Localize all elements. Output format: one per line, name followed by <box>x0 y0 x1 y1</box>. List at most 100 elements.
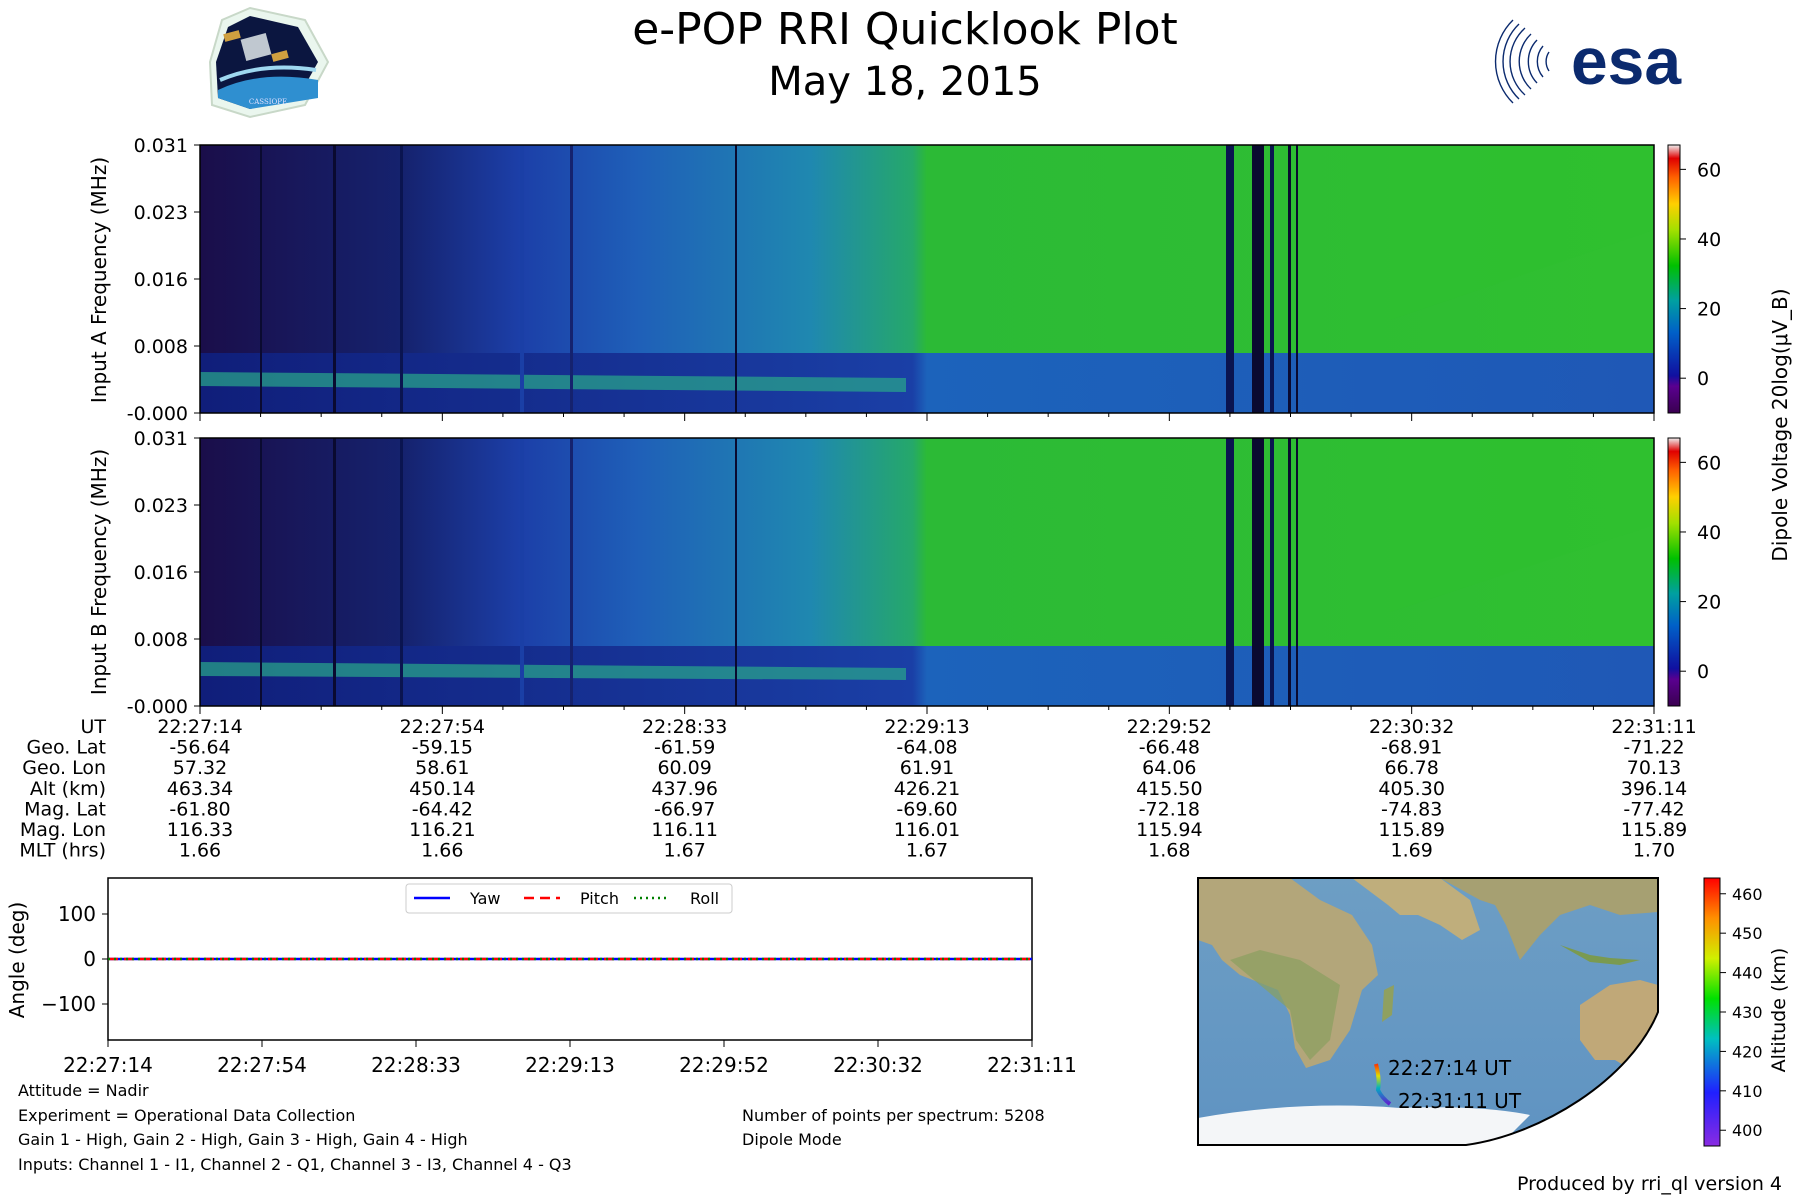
orbit-cell: 61.91 <box>900 757 954 779</box>
spectrogram-a-ytick-label: 0.016 <box>134 269 188 291</box>
orbit-cell: 1.67 <box>664 840 706 862</box>
orbit-cell: 116.01 <box>894 819 960 841</box>
map-madagascar <box>1382 985 1394 1022</box>
orbit-row-label: Mag. Lon <box>20 819 106 841</box>
orbit-cell: 426.21 <box>894 778 960 800</box>
altitude-tick-label: 430 <box>1732 1003 1763 1022</box>
orbit-cell: 58.61 <box>415 757 469 779</box>
page-title: e-POP RRI Quicklook Plot <box>632 4 1178 55</box>
orbit-cell: 1.66 <box>179 840 221 862</box>
orbit-table: UT 22:27:14 22:27:54 22:28:33 22:29:13 22:29:… <box>19 716 1696 862</box>
orbit-cell: -61.80 <box>169 798 230 820</box>
colorbar-tick-label: 60 <box>1697 159 1721 181</box>
orbit-cell: 1.68 <box>1148 840 1190 862</box>
orbit-row-label: Alt (km) <box>30 778 106 800</box>
orbit-cell: 22:29:52 <box>1127 716 1212 738</box>
ground-track-map: 22:27:14 UT 22:31:11 UT <box>1197 877 1659 1146</box>
note-attitude: Attitude = Nadir <box>18 1081 149 1100</box>
attitude-ytick-label: −100 <box>41 992 96 1016</box>
attitude-ytick-label: 0 <box>83 947 96 971</box>
orbit-cell: -71.22 <box>1623 737 1684 759</box>
note-mode: Dipole Mode <box>742 1130 842 1149</box>
legend-label-yaw: Yaw <box>469 889 500 908</box>
spectrogram-a-ylabel: Input A Frequency (MHz) <box>87 157 111 403</box>
orbit-cell: 115.94 <box>1136 819 1202 841</box>
note-points: Number of points per spectrum: 5208 <box>742 1106 1045 1125</box>
orbit-cell: -61.59 <box>654 737 715 759</box>
map-antarctica <box>1198 1105 1530 1145</box>
orbit-cell: 116.11 <box>651 819 717 841</box>
altitude-tick-label: 460 <box>1732 885 1763 904</box>
orbit-cell: 70.13 <box>1627 757 1681 779</box>
orbit-cell: -66.48 <box>1139 737 1200 759</box>
note-gains: Gain 1 - High, Gain 2 - High, Gain 3 - H… <box>18 1130 468 1149</box>
spectrogram-a-stripes <box>260 145 1298 413</box>
attitude-xtick-label: 22:29:13 <box>525 1053 615 1077</box>
attitude-xtick-label: 22:27:54 <box>217 1053 307 1077</box>
orbit-row-label: UT <box>80 716 106 738</box>
altitude-tick-label: 400 <box>1732 1121 1763 1140</box>
altitude-tick-label: 450 <box>1732 924 1763 943</box>
orbit-cell: 60.09 <box>657 757 711 779</box>
orbit-cell: 116.33 <box>167 819 233 841</box>
map-indonesia <box>1560 945 1640 965</box>
orbit-row-label: Geo. Lat <box>27 737 106 759</box>
spectrogram-b-high-band <box>1390 438 1654 612</box>
spectrogram-a-cutoff-band <box>200 372 906 392</box>
spectrogram-b-stripes <box>260 438 1298 706</box>
map-asia <box>1352 878 1480 940</box>
altitude-tick-label: 420 <box>1732 1042 1763 1061</box>
esa-logo-text: esa <box>1571 24 1682 98</box>
attitude-ylabel: Angle (deg) <box>5 902 29 1019</box>
orbit-cell: 22:29:13 <box>884 716 969 738</box>
cassiope-logo-text: CASSIOPE <box>249 98 287 106</box>
orbit-cell: 396.14 <box>1621 778 1687 800</box>
attitude-plot: 100 0 −100 22:27:14 22:27:54 22:28:33 22:29:1… <box>5 877 1077 1077</box>
orbit-cell: 57.32 <box>173 757 227 779</box>
orbit-cell: -64.42 <box>412 798 473 820</box>
spectrogram-b-ytick-label: 0.031 <box>134 428 188 450</box>
orbit-cell: 22:30:32 <box>1369 716 1454 738</box>
orbit-cell: -59.15 <box>412 737 473 759</box>
produced-by: Produced by rri_ql version 4 <box>1517 1173 1782 1195</box>
spectrogram-b-cutoff-band <box>200 662 906 680</box>
spectrogram-b-ytick-label: 0.008 <box>134 629 188 651</box>
attitude-legend: Yaw Pitch Roll <box>405 883 733 914</box>
spectrogram-b-ytick-label: 0.023 <box>134 495 188 517</box>
notes: Attitude = Nadir Experiment = Operationa… <box>18 1081 1782 1195</box>
orbit-cell: 1.70 <box>1633 840 1675 862</box>
orbit-cell: 115.89 <box>1378 819 1444 841</box>
colorbar-tick-label: 0 <box>1697 368 1709 390</box>
orbit-cell: 116.21 <box>409 819 475 841</box>
attitude-xtick-label: 22:31:11 <box>987 1053 1077 1077</box>
legend-label-roll: Roll <box>690 889 719 908</box>
orbit-cell: 1.66 <box>421 840 463 862</box>
orbit-cell: 22:31:11 <box>1611 716 1696 738</box>
orbit-cell: -68.91 <box>1381 737 1442 759</box>
esa-logo: esa <box>1494 19 1682 104</box>
header: e-POP RRI Quicklook Plot May 18, 2015 <box>632 4 1178 105</box>
spectrogram-b-ylabel: Input B Frequency (MHz) <box>87 449 111 695</box>
orbit-cell: -64.08 <box>896 737 957 759</box>
altitude-tick-label: 440 <box>1732 964 1763 983</box>
orbit-row-label: Geo. Lon <box>22 757 106 779</box>
orbit-cell: -77.42 <box>1623 798 1684 820</box>
colorbar-tick-label: 0 <box>1697 661 1709 683</box>
spectrogram-b-ytick-label: 0.016 <box>134 562 188 584</box>
orbit-cell: 66.78 <box>1384 757 1438 779</box>
note-inputs: Inputs: Channel 1 - I1, Channel 2 - Q1, … <box>18 1155 572 1174</box>
orbit-cell: 115.89 <box>1621 819 1687 841</box>
track-end-label: 22:31:11 UT <box>1398 1089 1522 1113</box>
colorbar-spectrogram: 60 40 20 0 60 40 20 0 Dipole Voltage 20log(μV_B… <box>1667 144 1792 707</box>
orbit-cell: 22:28:33 <box>642 716 727 738</box>
note-experiment: Experiment = Operational Data Collection <box>18 1106 355 1125</box>
spectrogram-a-ytick-label: 0.008 <box>134 336 188 358</box>
colorbar-tick-label: 40 <box>1697 522 1721 544</box>
orbit-row-label: MLT (hrs) <box>19 840 106 862</box>
track-start-label: 22:27:14 UT <box>1388 1056 1512 1080</box>
orbit-cell: 415.50 <box>1136 778 1202 800</box>
orbit-cell: 437.96 <box>651 778 717 800</box>
spectrogram-a-ytick-label: 0.031 <box>134 135 188 157</box>
orbit-cell: -72.18 <box>1139 798 1200 820</box>
